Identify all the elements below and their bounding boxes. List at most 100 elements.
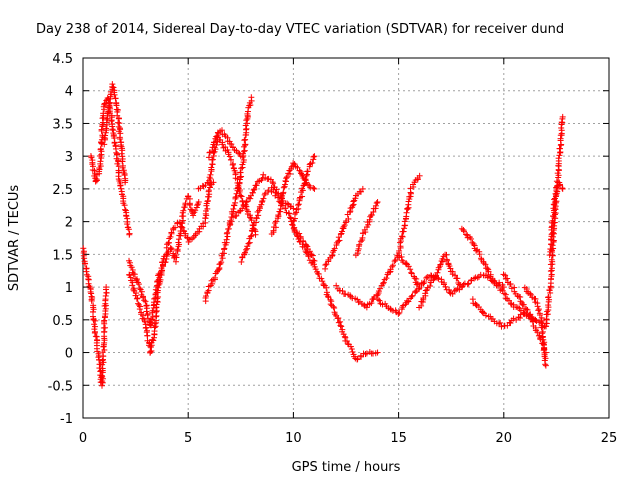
data-point [315, 271, 322, 278]
data-point [433, 272, 440, 279]
data-point [371, 294, 378, 301]
data-point [420, 280, 427, 287]
data-point [502, 295, 509, 302]
data-point [151, 320, 158, 327]
data-point [172, 252, 179, 259]
data-point [122, 179, 129, 186]
data-point [534, 303, 541, 310]
data-point [559, 185, 566, 192]
data-point [558, 119, 565, 126]
data-point [177, 219, 184, 226]
data-point [243, 199, 250, 206]
data-point [556, 152, 563, 159]
data-point [208, 164, 215, 171]
x-tick-labels: 0 5 10 15 20 25 [79, 431, 617, 446]
data-point [262, 190, 269, 197]
data-point [468, 276, 475, 283]
data-point [102, 324, 109, 331]
data-point [507, 320, 514, 327]
data-point [202, 293, 209, 300]
data-point [241, 137, 248, 144]
data-point [356, 241, 363, 248]
chart-title: Day 238 of 2014, Sidereal Day-to-day VTE… [36, 22, 564, 37]
data-point [249, 225, 256, 232]
x-tick-label: 20 [496, 431, 513, 446]
x-tick-label: 15 [390, 431, 407, 446]
data-point [399, 233, 406, 240]
data-point [180, 207, 187, 214]
data-point [408, 269, 415, 276]
data-point [254, 178, 261, 185]
data-point [301, 180, 308, 187]
data-point [224, 229, 231, 236]
data-point [248, 94, 255, 101]
data-point [339, 228, 346, 235]
data-point [311, 185, 318, 192]
data-point [386, 269, 393, 276]
data-point [299, 185, 306, 192]
data-point [544, 308, 551, 315]
data-point [286, 170, 293, 177]
data-point [442, 283, 449, 290]
data-point [311, 153, 318, 160]
data-point [243, 206, 250, 213]
data-point [407, 185, 414, 192]
data-point [407, 266, 414, 273]
data-point [90, 306, 97, 313]
data-point [186, 202, 193, 209]
data-point [323, 284, 330, 291]
data-point [247, 233, 254, 240]
data-point [434, 269, 441, 276]
data-point [223, 236, 230, 243]
data-point [335, 238, 342, 245]
data-point [142, 298, 149, 305]
data-point [520, 310, 527, 317]
data-point [119, 147, 126, 154]
data-point [238, 173, 245, 180]
data-point [206, 184, 213, 191]
data-point [102, 292, 109, 299]
data-point [127, 274, 134, 281]
data-point [241, 147, 248, 154]
data-point [98, 126, 105, 133]
data-point [559, 113, 566, 120]
data-point [261, 191, 268, 198]
data-point [206, 149, 213, 156]
data-point [136, 306, 143, 313]
data-point [550, 213, 557, 220]
data-point [523, 306, 530, 313]
data-point [396, 247, 403, 254]
data-point [328, 298, 335, 305]
data-point [243, 125, 250, 132]
data-point [377, 285, 384, 292]
data-point [102, 132, 109, 139]
data-point [485, 268, 492, 275]
data-point [368, 211, 375, 218]
data-point [535, 306, 542, 313]
data-point [158, 267, 165, 274]
data-point [545, 293, 552, 300]
data-point [451, 272, 458, 279]
data-point [194, 202, 201, 209]
data-point [91, 167, 98, 174]
data-point [82, 260, 89, 267]
data-point [133, 295, 140, 302]
data-point [245, 240, 252, 247]
data-point [403, 260, 410, 267]
data-point [549, 252, 556, 259]
data-point [376, 297, 383, 304]
data-point [366, 216, 373, 223]
data-point [554, 170, 561, 177]
data-point [248, 217, 255, 224]
data-point [502, 272, 509, 279]
data-point [235, 149, 242, 156]
x-axis-label: GPS time / hours [292, 460, 401, 475]
data-point [128, 264, 135, 271]
data-point [427, 277, 434, 284]
data-point [118, 185, 125, 192]
data-point [548, 256, 555, 263]
data-point [111, 91, 118, 98]
data-point [87, 288, 94, 295]
data-point [310, 261, 317, 268]
